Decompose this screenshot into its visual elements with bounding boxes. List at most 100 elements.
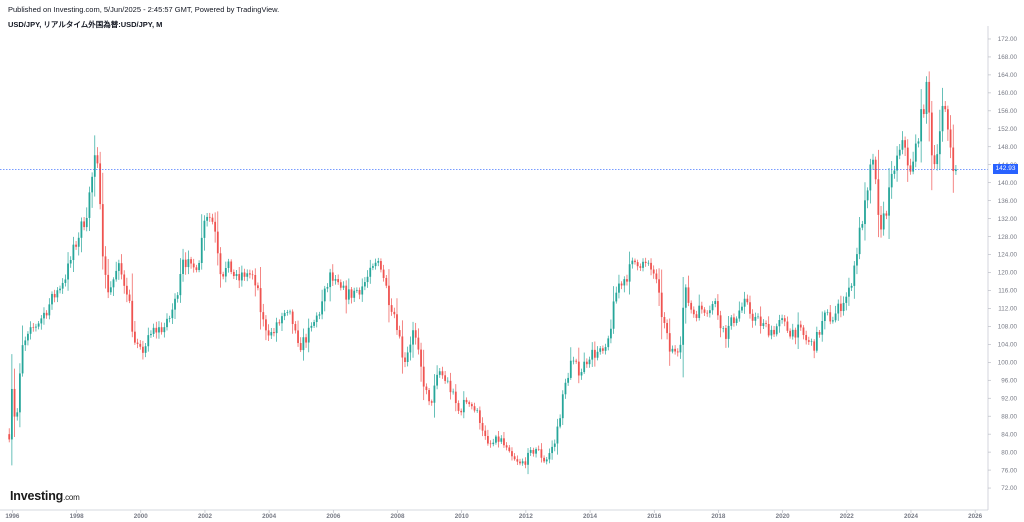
candle [232, 271, 235, 277]
candle [521, 461, 524, 464]
candle [840, 303, 842, 312]
candle [754, 316, 757, 321]
candle [227, 261, 230, 269]
candle [305, 337, 307, 343]
candle [436, 374, 438, 386]
candle [115, 270, 118, 280]
candle [112, 279, 115, 288]
candle [543, 457, 545, 462]
candle [222, 274, 225, 277]
candle [350, 289, 353, 298]
candle [636, 262, 639, 267]
candle [361, 286, 364, 295]
candle [179, 274, 182, 296]
candle [19, 373, 21, 413]
candle [941, 105, 944, 132]
candle [278, 322, 281, 324]
price-tick-label: 116.00 [998, 288, 1017, 295]
candle [511, 451, 513, 457]
candle [797, 324, 800, 338]
candle [96, 155, 99, 164]
last-price-label: 142.93 [993, 164, 1018, 174]
candle [676, 351, 679, 353]
candle [243, 272, 246, 277]
time-tick-label: 2018 [711, 513, 726, 520]
candle [909, 165, 912, 172]
candle [746, 298, 749, 303]
time-tick-label: 2002 [198, 513, 213, 520]
candle [882, 213, 885, 230]
candle [714, 301, 717, 305]
candle [385, 277, 388, 286]
candle [374, 262, 377, 267]
candle [337, 279, 340, 283]
candle [775, 326, 778, 335]
price-tick-label: 112.00 [998, 306, 1017, 313]
candle [93, 155, 96, 177]
candle [101, 204, 104, 257]
candle [508, 447, 511, 452]
candle [270, 332, 273, 336]
candle [53, 293, 56, 298]
candle [591, 349, 594, 360]
candle [781, 318, 783, 320]
candle [901, 140, 904, 150]
candle [936, 154, 939, 165]
candle [347, 289, 350, 300]
candle [377, 261, 380, 263]
candle [885, 213, 888, 216]
candle [88, 192, 91, 218]
candle [588, 359, 591, 365]
candle [286, 312, 289, 313]
candle [273, 332, 275, 334]
candle [893, 170, 896, 174]
candle [235, 274, 238, 277]
candle [267, 330, 270, 336]
candle [120, 263, 123, 275]
candle [393, 311, 396, 315]
candle [802, 327, 805, 336]
price-tick-label: 160.00 [998, 90, 1018, 97]
candle [952, 147, 955, 172]
candle [495, 436, 497, 443]
candle [257, 285, 259, 289]
time-tick-label: 2026 [968, 513, 983, 520]
candle [163, 327, 166, 333]
candle [537, 449, 540, 450]
candle [438, 371, 441, 375]
candle [620, 283, 623, 286]
candle [29, 327, 32, 334]
candle [176, 295, 179, 299]
price-tick-label: 88.00 [1001, 413, 1017, 420]
candle [631, 260, 634, 265]
price-tick-label: 164.00 [998, 72, 1018, 79]
candle [524, 461, 527, 465]
candle [45, 312, 48, 316]
candle [187, 259, 190, 268]
candle [551, 446, 553, 454]
candle [762, 323, 765, 327]
candle [80, 221, 83, 238]
investing-logo: Investing.com [10, 489, 80, 503]
candle [791, 329, 794, 337]
candle [607, 338, 610, 348]
candle [422, 366, 425, 387]
candle [283, 312, 286, 317]
price-tick-label: 100.00 [998, 360, 1018, 367]
price-tick-label: 80.00 [1001, 449, 1017, 456]
time-tick-label: 1996 [5, 513, 20, 520]
candle [872, 159, 874, 165]
candle [602, 348, 604, 351]
candle [829, 312, 832, 322]
candle [128, 294, 131, 301]
price-tick-label: 148.00 [998, 144, 1018, 151]
price-tick-label: 124.00 [998, 252, 1018, 259]
candle [321, 301, 324, 315]
candle [770, 329, 773, 336]
candle [382, 269, 385, 278]
candles [0, 71, 988, 475]
candle [219, 253, 222, 275]
price-tick-label: 108.00 [998, 324, 1018, 331]
candle [208, 216, 211, 218]
